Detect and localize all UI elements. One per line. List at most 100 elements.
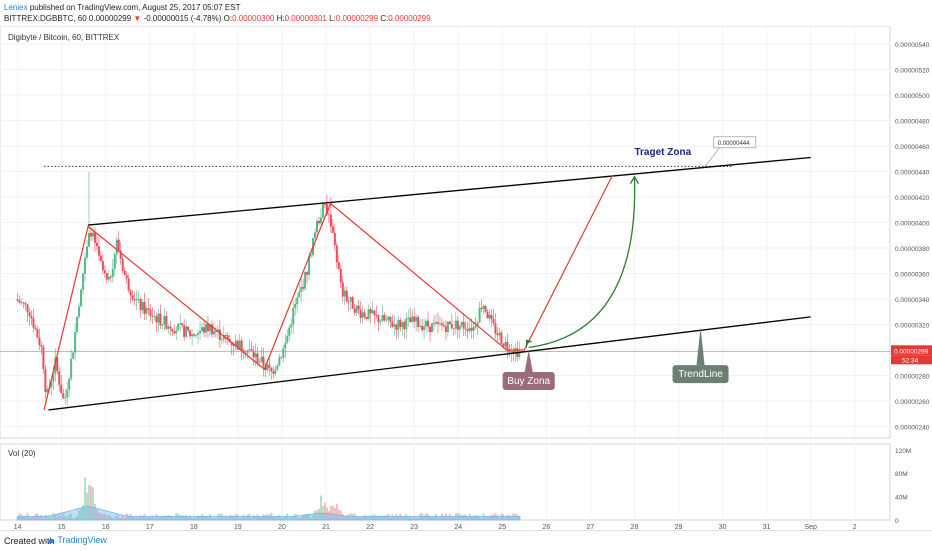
price-tick-label: 0.00000280: [895, 374, 930, 381]
trendline-box: [672, 365, 729, 384]
volume-bar: [363, 514, 366, 520]
volume-bar: [222, 516, 225, 520]
volume-bar: [502, 514, 505, 520]
candle-body: [30, 316, 33, 319]
candle-body: [187, 326, 190, 331]
candle-body: [472, 326, 475, 331]
price-tick-label: 0.00000260: [895, 399, 930, 406]
volume-bar: [282, 517, 285, 520]
volume-bar: [323, 502, 326, 520]
volume-bar: [157, 515, 160, 520]
target-label: Traget Zona: [634, 147, 691, 158]
candle-body: [133, 299, 136, 301]
volume-bar: [68, 514, 71, 520]
candle-body: [119, 250, 122, 259]
volume-bar: [367, 515, 370, 520]
candle-body: [195, 335, 198, 336]
price-tick-label: 0.00000460: [895, 144, 930, 151]
author-link[interactable]: Leniex: [4, 3, 28, 12]
candle-body: [274, 369, 277, 374]
candle-body: [387, 316, 390, 320]
candle-body: [62, 393, 65, 399]
candle-body: [238, 340, 241, 350]
volume-bar: [254, 517, 257, 520]
volume-bar: [355, 516, 358, 520]
volume-bar: [91, 487, 94, 520]
volume-bar: [169, 515, 172, 520]
candle-body: [32, 318, 35, 328]
candle-body: [314, 232, 317, 238]
candle-body: [486, 311, 489, 319]
volume-bar: [34, 514, 37, 520]
volume-bar: [181, 515, 184, 520]
volume-bar: [312, 514, 315, 520]
candle-body: [70, 358, 73, 379]
volume-bar: [464, 514, 467, 520]
candle-body: [335, 245, 338, 263]
candle-body: [432, 323, 435, 325]
candle-body: [97, 246, 100, 256]
candle-body: [488, 314, 491, 319]
volume-bar: [214, 518, 217, 520]
volume-bar: [276, 516, 279, 520]
candle-body: [224, 335, 227, 336]
candle-body: [292, 308, 295, 325]
volume-bar: [375, 515, 378, 520]
volume-bar: [294, 513, 297, 520]
volume-bar: [381, 516, 384, 520]
candle-body: [89, 232, 92, 237]
candle-body: [240, 340, 243, 351]
volume-bar: [28, 517, 31, 520]
drawings: Traget Zona 0.00000444 Buy Zona TrendLine: [0, 136, 890, 411]
volume-bar: [232, 516, 235, 520]
candle-body: [319, 217, 322, 224]
candle-body: [306, 272, 309, 275]
low-label: L:: [329, 14, 336, 23]
candle-body: [278, 357, 281, 366]
candle-body: [385, 319, 388, 321]
volume-bar: [185, 514, 188, 520]
candle-body: [141, 302, 144, 311]
volume-bar: [155, 514, 158, 520]
volume-tick-label: 40M: [895, 495, 908, 502]
candle-body: [506, 341, 509, 350]
volume-bar: [147, 516, 150, 520]
candles: [16, 171, 521, 407]
candle-body: [82, 273, 85, 290]
candle-body: [383, 314, 386, 321]
candle-body: [236, 340, 239, 350]
candle-body: [113, 254, 116, 269]
volume-bar: [141, 516, 144, 520]
candle-body: [484, 305, 487, 312]
footer: Created with ☁ TradingView: [0, 530, 932, 551]
volume-bar: [403, 515, 406, 520]
time-tick-label: 19: [234, 524, 242, 530]
volume-bar: [123, 517, 126, 520]
volume-bar: [149, 517, 152, 520]
candle-body: [208, 324, 211, 332]
volume-bar: [145, 517, 148, 520]
tradingview-logo[interactable]: ☁ TradingView: [46, 535, 107, 545]
candle-body: [323, 204, 326, 205]
candle-body: [80, 289, 83, 307]
candle-body: [393, 324, 396, 327]
volume-bar: [151, 515, 154, 520]
time-tick-label: 21: [322, 524, 330, 530]
chart-header: Leniex published on TradingView.com, Aug…: [0, 0, 932, 26]
volume-bar: [466, 517, 469, 520]
candle-body: [389, 316, 392, 322]
candle-body: [189, 330, 192, 337]
volume-bar: [240, 518, 243, 520]
candle-body: [175, 330, 178, 334]
candle-body: [34, 327, 37, 330]
candle-body: [84, 257, 87, 274]
candle-body: [357, 305, 360, 310]
price-chart[interactable]: Traget Zona 0.00000444 Buy Zona TrendLine 0…: [0, 26, 932, 530]
candle-body: [474, 326, 477, 328]
volume-bar: [173, 517, 176, 520]
time-tick-label: 31: [763, 524, 771, 530]
candle-body: [317, 220, 320, 224]
candle-body: [478, 307, 481, 323]
symbol-label: BITTREX:DGBBTC, 60: [4, 14, 87, 23]
candle-body: [111, 268, 114, 278]
